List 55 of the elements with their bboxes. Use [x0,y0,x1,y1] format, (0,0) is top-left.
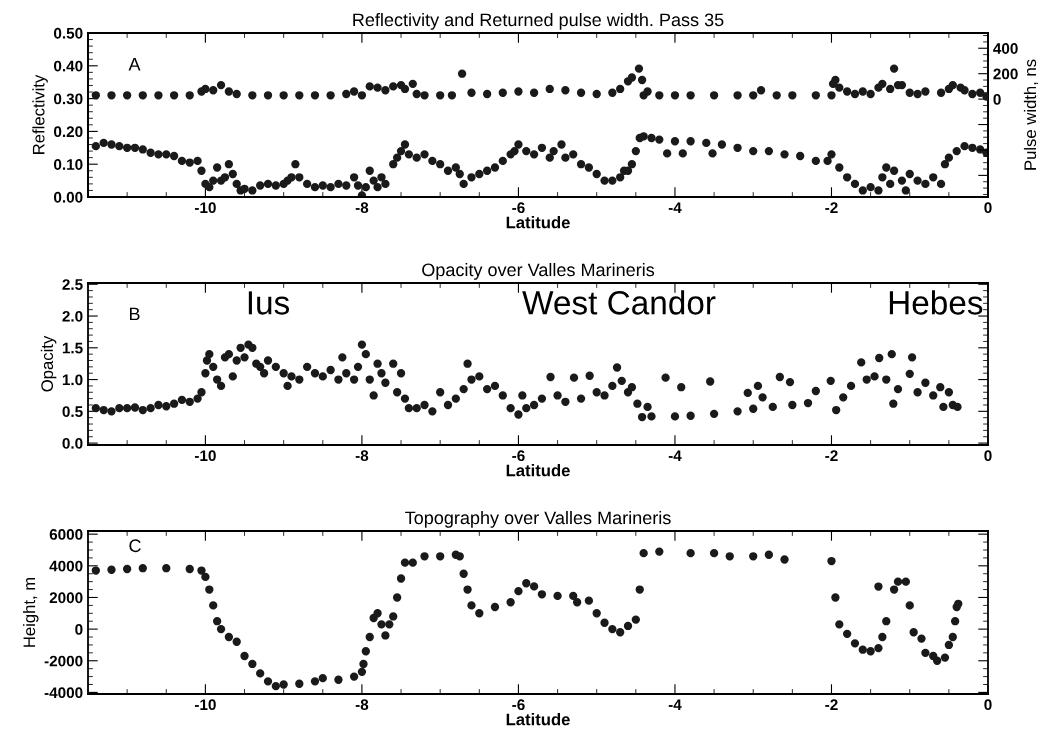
x-tick-label: -6 [512,450,525,462]
y-tick-label: 2000 [49,592,83,604]
y-tick-label: 0.00 [54,191,83,203]
x-tick-label: -8 [355,699,369,711]
y-tick-label: -2000 [44,655,83,667]
y2-tick-label: 400 [993,43,1018,54]
y-tick-label: 2.0 [62,310,83,322]
annotation: C [129,539,141,553]
x-tick-label: 0 [984,202,992,214]
x-tick-label: 0 [984,450,992,462]
x-tick-label: -6 [512,699,525,711]
chart-title: Topography over Valles Marineris [405,510,671,528]
x-axis-title: Latitude [506,216,570,229]
x-tick-label: -10 [194,450,216,462]
y-tick-label: 0.40 [54,60,83,72]
y-tick-label: 0.20 [54,126,83,138]
annotation: Ius [248,291,290,315]
x-tick-label: -4 [668,202,682,213]
annotation: A [128,58,141,71]
y-tick-label: 1.0 [62,374,83,386]
y-tick-label: 4000 [49,560,83,572]
x-tick-label: -2 [825,699,838,710]
x-tick-label: -6 [512,202,525,214]
y-tick-label: 1.5 [62,342,83,354]
x-axis-title: Latitude [506,713,570,726]
y-tick-label: 0.50 [54,27,83,39]
chart-title: Opacity over Valles Marineris [422,262,655,280]
y-tick-label: 0.5 [62,406,83,418]
y-tick-label: -4000 [44,687,83,699]
x-tick-label: -4 [668,450,682,461]
y-tick-label: 0.0 [62,437,83,449]
annotation: West Candor [522,290,716,315]
y-tick-label: 6000 [49,529,83,540]
y2-axis-title: Pulse width, ns [1023,59,1039,170]
annotation: B [129,307,140,321]
x-tick-label: -8 [355,450,369,462]
y-axis-title: Opacity [40,335,57,392]
x-tick-label: -2 [825,202,838,213]
x-tick-label: 0 [984,699,992,711]
annotation: Hebes [889,290,983,315]
y-tick-label: 0.30 [54,93,83,105]
x-tick-label: -10 [194,699,216,711]
y-axis-title: Reflectivity [32,74,48,154]
y2-tick-label: 200 [993,68,1018,80]
x-tick-label: -2 [825,450,838,461]
y-axis-title: Height, m [22,577,39,647]
x-tick-label: -8 [355,202,369,214]
y-tick-label: 0.10 [54,159,83,170]
chart-title: Reflectivity and Returned pulse width. Pass 35 [353,12,724,30]
y-tick-label: 2.5 [62,279,83,290]
x-tick-label: -10 [194,202,216,214]
x-axis-title: Latitude [506,464,570,477]
y-tick-label: 0 [75,623,83,635]
x-tick-label: -4 [668,699,682,710]
y2-tick-label: 0 [993,93,1001,105]
